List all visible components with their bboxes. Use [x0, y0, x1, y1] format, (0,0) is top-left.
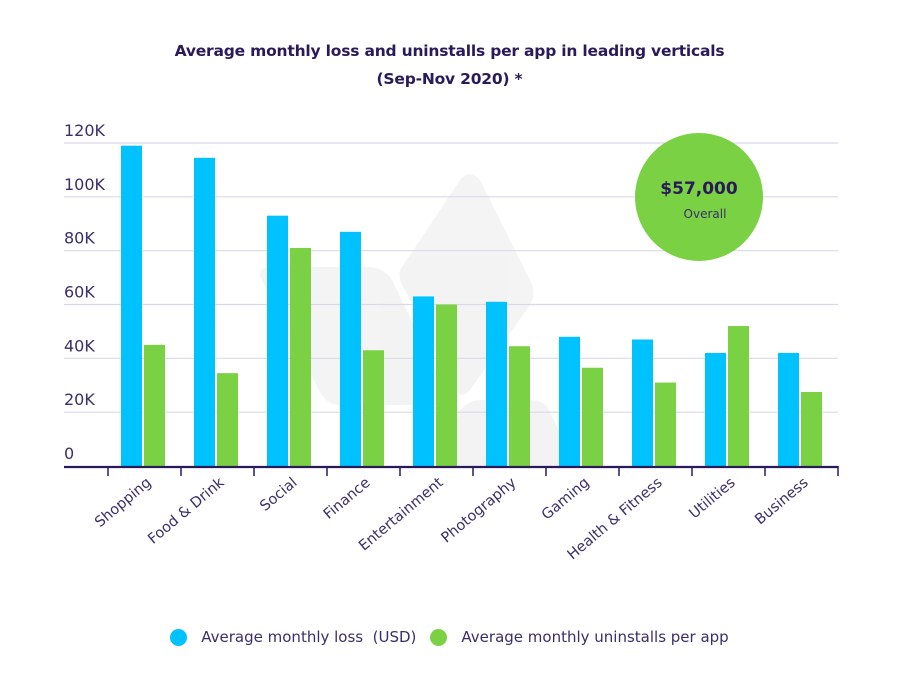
overall-annotation: $57,000 Overall [635, 133, 763, 261]
y-tick-label: 0 [64, 444, 74, 463]
chart-subtitle: (Sep-Nov 2020) * [376, 70, 523, 88]
y-tick-label: 120K [64, 121, 106, 140]
chart-title: Average monthly loss and uninstalls per … [174, 42, 725, 60]
legend-label-uninstalls: Average monthly uninstalls per app [461, 628, 729, 646]
bar-loss [413, 296, 434, 466]
y-tick-label: 80K [64, 229, 95, 248]
legend: Average monthly loss (USD) Average month… [0, 628, 899, 646]
x-tick-label: Food & Drink [145, 474, 228, 547]
bar-uninstalls [363, 350, 384, 466]
y-tick-label: 40K [64, 336, 95, 355]
y-axis-labels: 0 20K 40K 60K 80K 100K 120K [64, 121, 106, 463]
overall-circle [635, 133, 763, 261]
bar-uninstalls [509, 346, 530, 466]
bar-uninstalls [801, 391, 822, 466]
bar-uninstalls [436, 304, 457, 466]
bar-uninstalls [655, 382, 676, 466]
x-tick-label: Utilities [686, 475, 738, 522]
x-tick-label: Gaming [539, 475, 593, 524]
x-tick-label: Finance [321, 475, 374, 523]
x-axis [64, 465, 839, 476]
legend-label-loss: Average monthly loss (USD) [201, 628, 417, 646]
bar-loss [705, 352, 726, 466]
bars [121, 145, 822, 467]
bar-loss [632, 339, 653, 466]
bar-loss [559, 336, 580, 466]
x-tick-label: Shopping [92, 475, 154, 531]
overall-value: $57,000 [660, 179, 738, 199]
bar-uninstalls [582, 367, 603, 466]
legend-swatch-loss [170, 628, 188, 646]
x-tick-label: Social [257, 475, 300, 515]
legend-item-loss: Average monthly loss (USD) [170, 628, 416, 646]
y-tick-label: 60K [64, 283, 95, 302]
y-tick-label: 100K [64, 175, 106, 194]
y-tick-label: 20K [64, 390, 95, 409]
bar-uninstalls [217, 373, 238, 466]
bar-loss [340, 231, 361, 466]
x-tick-label: Business [752, 475, 811, 528]
bar-loss [778, 352, 799, 466]
bar-loss [486, 301, 507, 466]
bar-uninstalls [728, 326, 749, 466]
bar-loss [194, 157, 215, 466]
bar-loss [121, 145, 142, 467]
x-tick-label: Photography [439, 475, 520, 547]
overall-label: Overall [684, 207, 727, 221]
legend-item-uninstalls: Average monthly uninstalls per app [430, 628, 729, 646]
bar-loss [267, 215, 288, 466]
bar-uninstalls [290, 247, 311, 466]
legend-swatch-uninstalls [430, 628, 448, 646]
bar-uninstalls [144, 344, 165, 466]
